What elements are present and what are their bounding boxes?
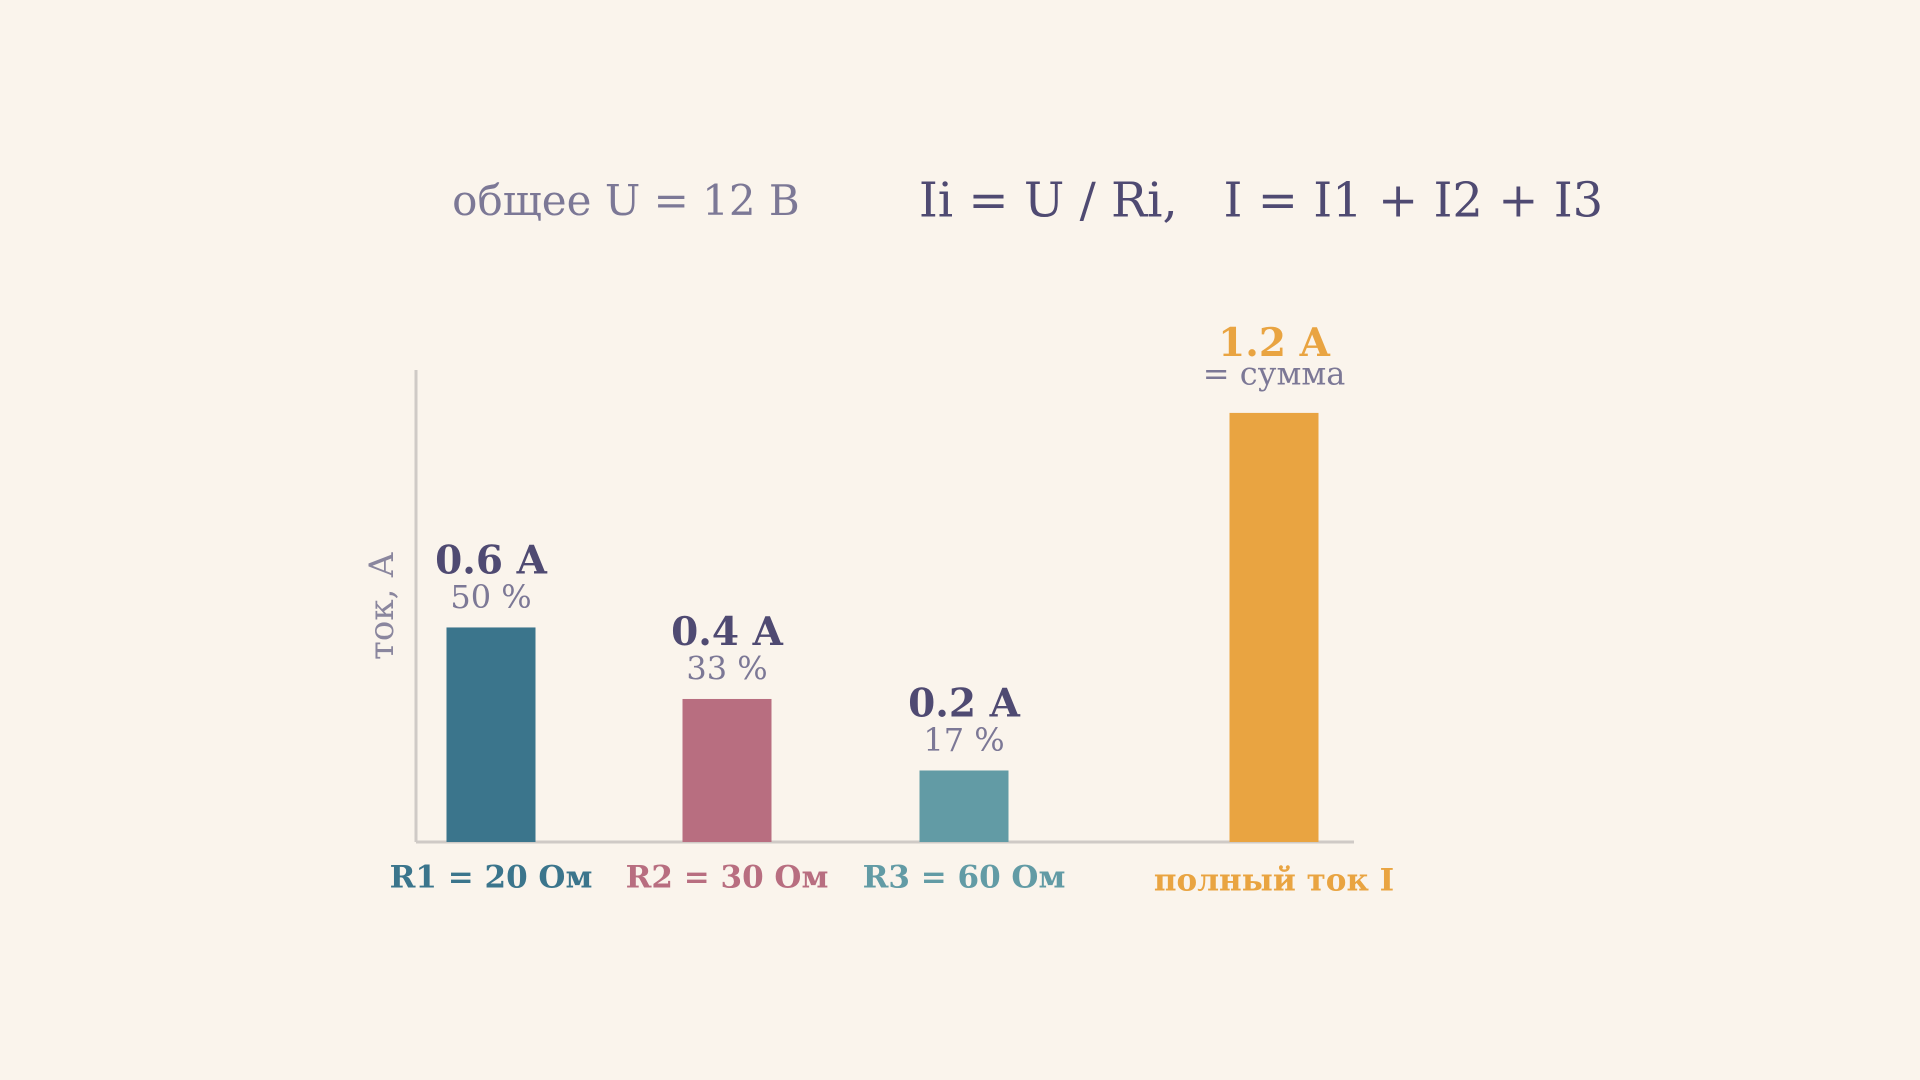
sub-label: 50 % <box>450 578 531 616</box>
sub-label: 33 % <box>686 649 767 687</box>
x-tick-label: R2 = 30 Ом <box>626 860 829 896</box>
bar <box>682 698 772 842</box>
value-label: 1.2 A <box>1218 320 1330 366</box>
bar <box>446 627 536 842</box>
x-tick-label: R3 = 60 Ом <box>863 860 1066 896</box>
value-label: 0.2 A <box>908 680 1020 726</box>
bar <box>919 770 1009 842</box>
x-tick-label: полный ток I <box>1154 863 1394 899</box>
sub-label: 17 % <box>923 721 1004 759</box>
value-label: 0.4 A <box>671 609 783 655</box>
x-tick-label: R1 = 20 Ом <box>390 860 593 896</box>
header-formula: Ii = U / Ri, I = I1 + I2 + I3 <box>919 173 1603 229</box>
bar <box>1229 412 1319 842</box>
y-axis-label: ток, А <box>362 552 402 660</box>
value-label: 0.6 A <box>435 537 547 583</box>
header-left: общее U = 12 В <box>452 176 800 225</box>
sub-label: = сумма <box>1203 354 1346 392</box>
